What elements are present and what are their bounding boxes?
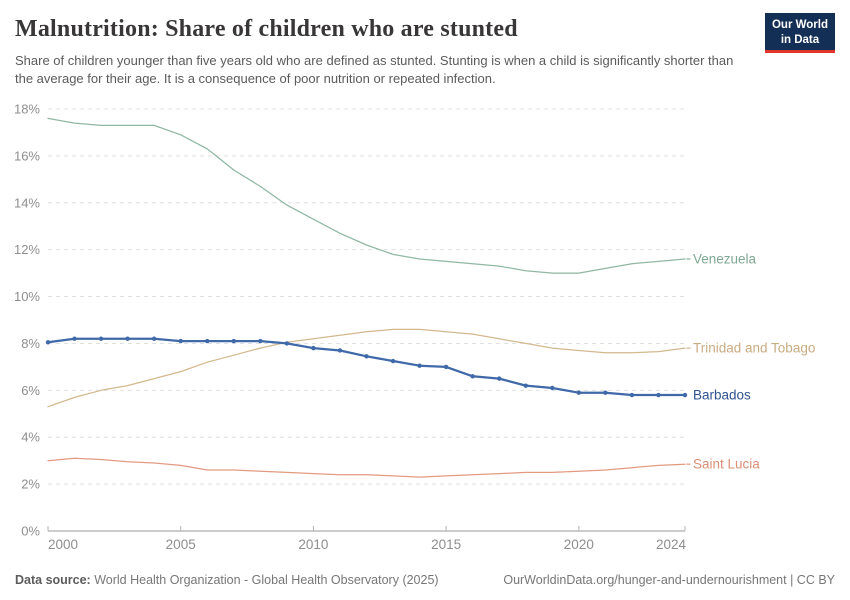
y-axis-label: 14% [14,195,40,210]
data-point-marker-barbados[interactable] [125,336,130,341]
data-point-marker-barbados[interactable] [178,338,183,344]
data-point-marker-barbados[interactable] [284,341,290,346]
series-label-trinidad-and-tobago[interactable]: Trinidad and Tobago [693,341,815,356]
y-axis-label: 4% [21,430,40,445]
data-point-marker-barbados[interactable] [682,392,688,398]
x-axis-label: 2015 [431,537,461,552]
x-axis-label: 2024 [656,537,687,552]
y-axis-label: 8% [21,336,40,351]
series-line-trinidad-and-tobago[interactable] [47,328,686,408]
data-point-marker-barbados[interactable] [231,338,236,344]
series-label-saint-lucia[interactable]: Saint Lucia [693,457,760,472]
data-source-label: Data source: [15,573,91,587]
data-point-marker-barbados[interactable] [390,358,396,364]
data-point-marker-barbados[interactable] [205,338,210,344]
data-point-marker-barbados[interactable] [576,390,582,395]
y-axis-label: 16% [14,148,40,163]
data-source: Data source: World Health Organization -… [15,573,439,587]
data-point-marker-barbados[interactable] [72,336,77,341]
owid-logo[interactable]: Our World in Data [764,13,835,54]
chart-canvas: 0% 2% 4% 6% 8% 10% 12% 14% 16% 18% 2000 2005 2010 201… [14,102,815,553]
series-label-barbados[interactable]: Barbados [693,388,751,403]
y-axis-label: 2% [21,477,40,492]
data-point-marker-barbados[interactable] [603,390,608,395]
data-point-marker-barbados[interactable] [523,383,528,388]
data-point-marker-barbados[interactable] [311,345,316,351]
data-point-marker-barbados[interactable] [417,363,422,368]
x-axis-label: 2010 [298,537,328,552]
y-axis-label: 12% [14,242,40,257]
chart-footer: Data source: World Health Organization -… [15,573,835,587]
y-axis-label: 0% [21,524,40,539]
page-title: Malnutrition: Share of children who are … [15,16,518,42]
data-point-marker-barbados[interactable] [497,376,502,381]
y-axis-label: 18% [14,102,40,117]
y-axis-label: 10% [14,289,40,304]
data-point-marker-barbados[interactable] [98,336,104,341]
series-line-saint-lucia[interactable] [47,457,686,478]
data-point-marker-barbados[interactable] [364,354,369,359]
data-point-marker-barbados[interactable] [337,348,343,353]
data-point-marker-barbados[interactable] [45,340,51,345]
data-point-marker-barbados[interactable] [550,385,555,391]
series-label-venezuela[interactable]: Venezuela [693,252,757,267]
data-point-marker-barbados[interactable] [470,374,475,379]
owid-logo-line2: in Data [780,33,820,46]
series-line-venezuela[interactable] [47,117,686,274]
owid-logo-line1: Our World [771,19,828,31]
y-axis-label: 6% [21,383,40,398]
x-axis-label: 2000 [48,537,78,552]
data-source-text: World Health Organization - Global Healt… [90,573,439,587]
chart-area: 0% 2% 4% 6% 8% 10% 12% 14% 16% 18% 2000 2005 2010 201… [0,90,850,565]
chart-subtitle: Share of children younger than five year… [15,53,734,87]
series-line-barbados[interactable] [46,337,687,397]
data-point-marker-barbados[interactable] [151,336,157,341]
x-axis-label: 2020 [564,537,594,552]
data-point-marker-barbados[interactable] [629,392,635,398]
data-point-marker-barbados[interactable] [443,364,449,370]
data-point-marker-barbados[interactable] [258,338,263,344]
credit-link[interactable]: OurWorldinData.org/hunger-and-undernouri… [503,573,835,587]
data-point-marker-barbados[interactable] [656,392,661,398]
x-axis-label: 2005 [166,537,196,552]
